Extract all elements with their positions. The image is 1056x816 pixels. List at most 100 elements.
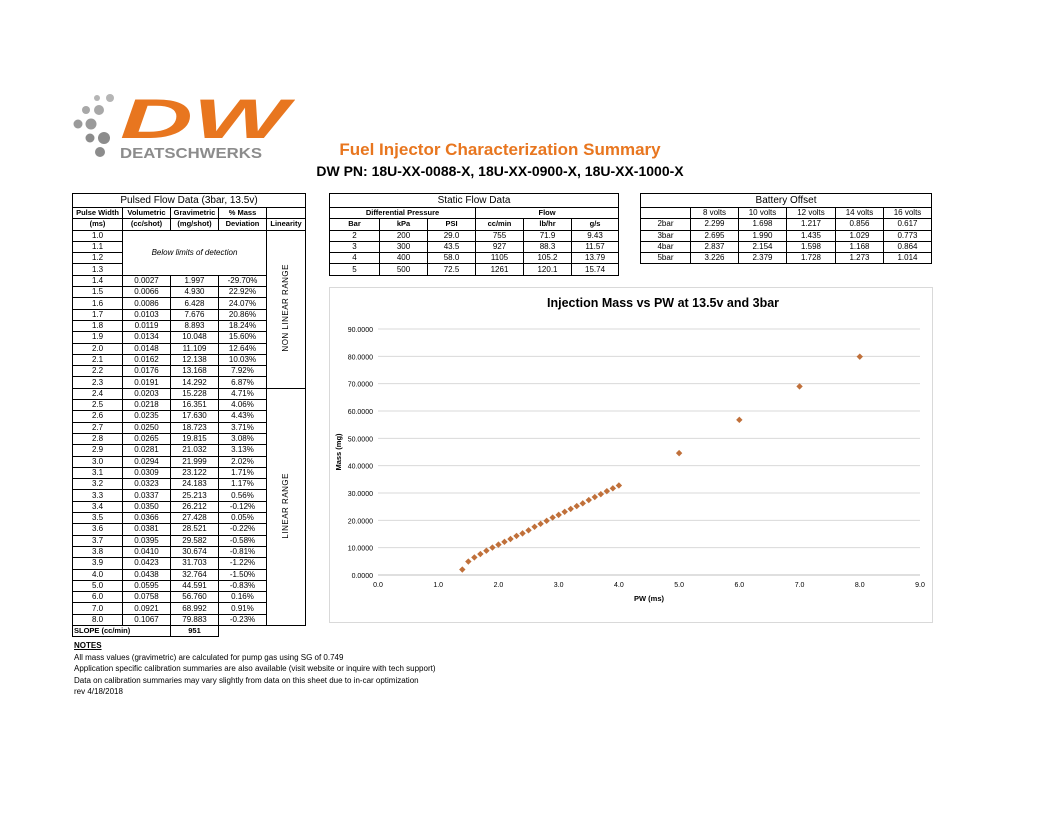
static-cell: 500 — [379, 263, 428, 276]
pulsed-flow-title: Pulsed Flow Data (3bar, 13.5v) — [71, 193, 307, 208]
table-row: 5 500 72.5 1261 120.1 15.74 — [329, 263, 620, 276]
gravimetric-cell: 79.883 — [170, 613, 219, 626]
pulse-width-cell: 3.7 — [72, 534, 123, 547]
data-point — [531, 523, 538, 531]
static-col-header: Bar — [329, 218, 380, 231]
y-tick-label: 80.0000 — [348, 354, 373, 361]
pulsed-flow-body: 1.0 Below limits of detection NON LINEAR R… — [72, 229, 307, 638]
mass-deviation-cell: 0.91% — [218, 602, 267, 615]
mass-deviation-cell: 20.86% — [218, 308, 267, 321]
table-row: 2bar 2.299 1.698 1.217 0.856 0.617 — [640, 218, 933, 231]
gravimetric-cell: 19.815 — [170, 432, 219, 446]
data-point — [796, 383, 803, 390]
mass-deviation-cell: 22.92% — [218, 286, 267, 299]
note-line: Data on calibration summaries may vary s… — [74, 675, 419, 685]
battery-col-header: 8 volts — [690, 206, 739, 220]
y-tick-label: 0.0000 — [352, 573, 374, 580]
table-row: 2.5 0.0218 16.351 4.06% — [72, 399, 306, 412]
battery-cell: 1.273 — [835, 252, 884, 265]
x-tick-label: 6.0 — [734, 582, 744, 589]
volumetric-cell: 0.0176 — [122, 365, 171, 378]
static-cell: 58.0 — [427, 252, 476, 265]
gravimetric-cell: 12.138 — [170, 353, 219, 367]
gravimetric-cell: 24.183 — [170, 478, 219, 491]
table-row: 3.6 0.0381 28.521 -0.22% — [72, 523, 306, 536]
static-cell: 71.9 — [523, 229, 572, 242]
static-cell: 72.5 — [427, 263, 476, 276]
static-cell: 88.3 — [523, 240, 572, 254]
notes-heading: NOTES — [74, 641, 102, 650]
gravimetric-cell: 16.351 — [170, 399, 219, 412]
x-tick-label: 8.0 — [855, 582, 865, 589]
pulse-width-cell: 2.9 — [72, 444, 123, 457]
gravimetric-cell: 30.674 — [170, 545, 219, 559]
col-header-linearity: Linearity — [265, 218, 307, 231]
battery-cell: 3bar — [640, 229, 691, 242]
col-unit-ms: (ms) — [72, 218, 123, 231]
battery-col-header: 14 volts — [835, 206, 884, 220]
table-row: 4.0 0.0438 32.764 -1.50% — [72, 568, 306, 581]
volumetric-cell: 0.0294 — [122, 455, 171, 468]
data-point — [615, 482, 623, 489]
nonlinear-range-label: NON LINEAR RANGE — [281, 263, 291, 352]
mass-deviation-cell: 4.43% — [218, 410, 267, 423]
gravimetric-cell: 17.630 — [170, 410, 219, 423]
data-point — [489, 544, 496, 551]
pulse-width-cell: 1.9 — [72, 331, 123, 344]
mass-deviation-cell: 1.17% — [218, 478, 267, 491]
volumetric-cell: 0.0250 — [122, 421, 171, 434]
table-row: 1.0 Below limits of detection NON LINEAR R… — [72, 229, 307, 389]
static-cell: 400 — [379, 252, 428, 265]
mass-deviation-cell: 4.06% — [218, 399, 267, 412]
injection-mass-chart: Injection Mass vs PW at 13.5v and 3bar 0.… — [329, 287, 933, 623]
x-tick-label: 4.0 — [614, 582, 624, 589]
volumetric-cell: 0.0148 — [122, 342, 171, 355]
mass-deviation-cell: 2.02% — [218, 455, 267, 468]
table-row: 8.0 0.1067 79.883 -0.23% — [72, 613, 306, 626]
gravimetric-cell: 32.764 — [170, 568, 219, 581]
battery-col-header — [640, 206, 691, 220]
data-point — [736, 416, 743, 424]
mass-deviation-cell: 1.71% — [218, 466, 267, 480]
battery-cell: 2.837 — [690, 240, 739, 254]
battery-offset-table: Battery Offset 8 volts 10 volts 12 volts 14… — [639, 193, 933, 265]
logo-dots — [73, 94, 114, 157]
table-row: 3bar 2.695 1.990 1.435 1.029 0.773 — [640, 229, 933, 242]
mass-deviation-cell: -1.22% — [218, 557, 267, 570]
static-cell: 13.79 — [570, 252, 620, 265]
gravimetric-cell: 21.032 — [170, 444, 219, 457]
data-point — [501, 538, 508, 546]
volumetric-cell: 0.0323 — [122, 478, 171, 491]
static-cell: 29.0 — [427, 229, 476, 242]
volumetric-cell: 0.0410 — [122, 545, 171, 559]
pulse-width-cell: 7.0 — [72, 602, 123, 615]
pulse-width-cell: 4.0 — [72, 568, 123, 581]
mass-deviation-cell: 7.92% — [218, 365, 267, 378]
static-flow-title: Static Flow Data — [328, 193, 620, 208]
volumetric-cell: 0.0595 — [122, 579, 171, 593]
volumetric-cell: 0.0066 — [122, 286, 171, 299]
battery-column-headers: 8 volts 10 volts 12 volts 14 volts 16 volts — [640, 206, 933, 220]
y-tick-label: 30.0000 — [348, 491, 373, 498]
logo-mark: DW — [120, 94, 295, 150]
battery-cell: 1.029 — [835, 229, 884, 242]
data-point — [573, 502, 580, 510]
table-row: 1.7 0.0103 7.676 20.86% — [72, 308, 306, 321]
data-point — [519, 530, 526, 537]
x-tick-label: 2.0 — [494, 582, 504, 589]
static-cell: 11.57 — [570, 240, 620, 254]
y-tick-label: 10.0000 — [348, 546, 373, 553]
deatschwerks-logo: DW DEATSCHWERKS — [73, 94, 295, 162]
gravimetric-cell: 28.521 — [170, 523, 219, 536]
data-point — [579, 500, 586, 507]
col-header-mass-deviation: % Mass — [218, 206, 267, 220]
volumetric-cell: 0.0203 — [122, 387, 171, 401]
table-row: 3 300 43.5 927 88.3 11.57 — [329, 240, 620, 254]
mass-deviation-cell: 0.16% — [218, 591, 267, 604]
volumetric-cell: 0.0758 — [122, 591, 171, 604]
volumetric-cell: 0.0438 — [122, 568, 171, 581]
mass-deviation-cell: -0.23% — [218, 613, 267, 626]
table-row: 2.2 0.0176 13.168 7.92% — [72, 365, 306, 378]
mass-deviation-cell: -1.50% — [218, 568, 267, 581]
static-cell: 1105 — [475, 252, 524, 265]
